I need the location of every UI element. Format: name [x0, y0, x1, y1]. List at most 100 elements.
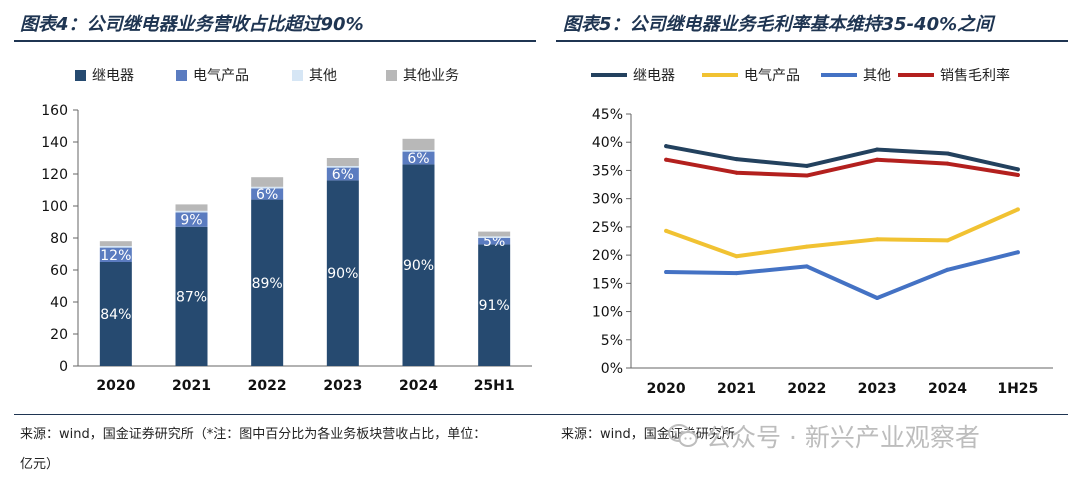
bar-data-label: 6% [407, 151, 429, 167]
line-chart: 继电器 电气产品 其他 销售毛利率 0% 5% 10% 15% 20% 25% 30% 35% 40% 4… [591, 67, 1053, 397]
y-tick-label: 10% [592, 305, 623, 321]
y-tick-label: 35% [592, 163, 623, 179]
y-tick-label: 25% [592, 220, 623, 236]
bar-segment [175, 226, 208, 366]
bar-segment [99, 241, 132, 246]
bar-data-label: 87% [176, 289, 207, 305]
legend-swatch [75, 70, 86, 81]
series-point [1015, 172, 1020, 177]
series-point [875, 147, 880, 152]
bar-segment [99, 262, 132, 366]
legend-label: 继电器 [92, 68, 134, 84]
series-point [945, 238, 950, 243]
bar-segment [478, 238, 511, 245]
right-title-rule [556, 40, 1068, 42]
bar-segment [99, 246, 132, 248]
y-tick-label: 60 [50, 263, 68, 279]
series-point [734, 254, 739, 259]
series-point [734, 271, 739, 276]
y-tick-label: 40 [50, 295, 68, 311]
x-tick-label: 2023 [323, 378, 362, 394]
bar-data-label: 90% [327, 266, 358, 282]
x-tick-label: 2023 [858, 381, 897, 397]
left-title-rule [14, 40, 536, 42]
bar-segment [326, 166, 359, 168]
x-tick-label: 1H25 [997, 381, 1038, 397]
x-tick-label: 2021 [717, 381, 756, 397]
legend-swatch [292, 70, 303, 81]
bar-segment [175, 210, 208, 213]
series-point [664, 157, 669, 162]
bar-segment [99, 247, 132, 262]
right-chart-title: 图表5：公司继电器业务毛利率基本维持35-40%之间 [563, 14, 994, 35]
bar-segment [326, 167, 359, 181]
bar-segment [326, 180, 359, 366]
bar-data-label: 6% [332, 167, 354, 183]
y-tick-label: 15% [592, 276, 623, 292]
bar-segment [402, 150, 435, 152]
x-tick-label: 2024 [399, 378, 438, 394]
watermark: 公众号 · 新兴产业观察者 [668, 418, 980, 454]
legend-label: 电气产品 [744, 68, 800, 84]
y-tick-label: 45% [592, 107, 623, 123]
series-point [664, 270, 669, 275]
stacked-bar-chart: 继电器 电气产品 其他 其他业务 0 20 40 60 80 100 120 140 160 84% 12%… [41, 68, 532, 394]
legend-swatch [386, 70, 397, 81]
y-tick-label: 0 [59, 359, 68, 375]
series-line [664, 207, 1020, 259]
bar-segment [402, 164, 435, 366]
y-tick-label: 30% [592, 192, 623, 208]
x-tick-label: 2020 [647, 381, 686, 397]
x-tick-label: 2024 [928, 381, 967, 397]
wechat-icon [668, 424, 698, 447]
bar-segment [251, 177, 284, 187]
y-tick-label: 100 [41, 199, 68, 215]
legend-label: 其他 [309, 68, 337, 84]
series-point [1015, 250, 1020, 255]
series-point [804, 173, 809, 178]
x-tick-label: 25H1 [474, 378, 515, 394]
series-point [875, 157, 880, 162]
bar-segment [402, 138, 435, 150]
series-line [664, 250, 1020, 301]
series-point [945, 161, 950, 166]
series-point [875, 237, 880, 242]
series-point [804, 264, 809, 269]
bar-segment [478, 231, 511, 237]
legend-label: 其他业务 [403, 68, 459, 84]
series-point [664, 144, 669, 149]
bar-segment [478, 244, 511, 366]
legend-swatch [176, 70, 187, 81]
legend-label: 继电器 [633, 68, 675, 84]
x-tick-label: 2022 [248, 378, 287, 394]
legend-label: 电气产品 [193, 68, 249, 84]
bar-data-label: 84% [100, 307, 131, 323]
left-chart-title: 图表4：公司继电器业务营收占比超过90% [20, 14, 364, 35]
bar-segment [175, 204, 208, 211]
series-point [1015, 207, 1020, 212]
x-tick-label: 2022 [787, 381, 826, 397]
series-point [734, 157, 739, 162]
x-tick-label: 2020 [96, 378, 135, 394]
series-point [1015, 167, 1020, 172]
y-tick-label: 80 [50, 231, 68, 247]
series-point [664, 228, 669, 233]
bar-data-label: 91% [479, 298, 510, 314]
series-point [875, 296, 880, 301]
left-source-line1: 来源：wind，国金证券研究所（*注：图中百分比为各业务板块营收占比，单位： [20, 427, 487, 442]
y-tick-label: 5% [601, 333, 623, 349]
legend-label: 其他 [863, 68, 891, 84]
y-tick-label: 0% [601, 361, 623, 377]
bar-data-label: 5% [483, 234, 505, 250]
bar-data-label: 12% [100, 248, 131, 264]
bar-segment [326, 158, 359, 166]
legend-label: 销售毛利率 [940, 67, 1010, 84]
series-point [804, 163, 809, 168]
bottom-rule [14, 414, 1068, 415]
bar-segment [175, 212, 208, 227]
bar-segment [402, 151, 435, 165]
watermark-text: 公众号 · 新兴产业观察者 [706, 423, 980, 452]
bar-data-label: 9% [180, 213, 202, 229]
bar-segment [251, 188, 284, 200]
series-point [734, 170, 739, 175]
